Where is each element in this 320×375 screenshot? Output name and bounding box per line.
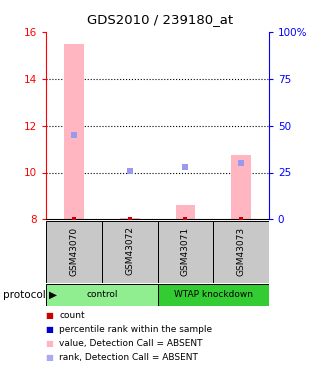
Text: GSM43072: GSM43072 bbox=[125, 226, 134, 276]
Text: percentile rank within the sample: percentile rank within the sample bbox=[59, 325, 212, 334]
Bar bbox=[158, 284, 269, 306]
Text: ■: ■ bbox=[46, 325, 53, 334]
Text: GSM43071: GSM43071 bbox=[181, 226, 190, 276]
Bar bbox=[64, 44, 84, 219]
Text: rank, Detection Call = ABSENT: rank, Detection Call = ABSENT bbox=[59, 353, 198, 362]
Text: ■: ■ bbox=[46, 311, 53, 320]
Bar bbox=[46, 221, 102, 283]
Text: ■: ■ bbox=[46, 339, 53, 348]
Text: protocol ▶: protocol ▶ bbox=[3, 290, 57, 300]
Bar bbox=[158, 221, 213, 283]
Text: GDS2010 / 239180_at: GDS2010 / 239180_at bbox=[87, 13, 233, 26]
Text: value, Detection Call = ABSENT: value, Detection Call = ABSENT bbox=[59, 339, 203, 348]
Text: count: count bbox=[59, 311, 85, 320]
Bar bbox=[213, 221, 269, 283]
Bar bbox=[102, 221, 157, 283]
Text: ■: ■ bbox=[46, 353, 53, 362]
Bar bbox=[120, 218, 140, 219]
Text: GSM43070: GSM43070 bbox=[70, 226, 79, 276]
Text: WTAP knockdown: WTAP knockdown bbox=[174, 290, 253, 299]
Text: GSM43073: GSM43073 bbox=[236, 226, 245, 276]
Bar bbox=[176, 206, 195, 219]
Text: control: control bbox=[86, 290, 118, 299]
Bar bbox=[231, 155, 251, 219]
Bar bbox=[46, 284, 158, 306]
